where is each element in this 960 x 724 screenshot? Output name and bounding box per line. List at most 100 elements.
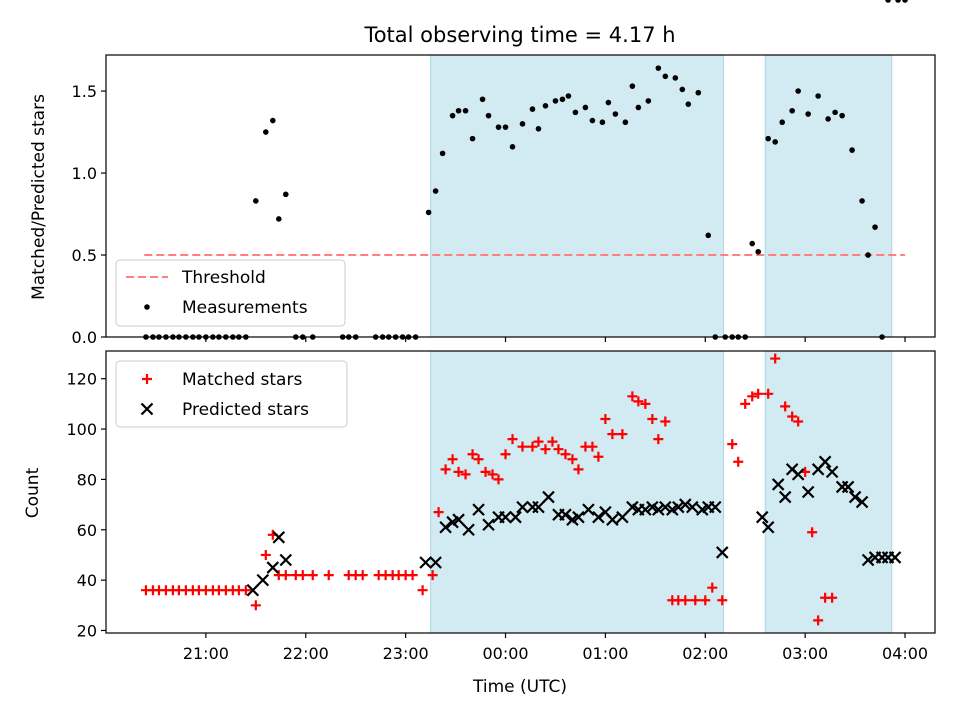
matched-star-point (480, 466, 491, 477)
predicted-star-point (532, 500, 545, 514)
top-axes: 0.0 0.5 1.0 1.5 (72, 54, 936, 347)
measurement-point (552, 98, 559, 104)
matched-star-point (607, 429, 618, 440)
legend-predicted-label: Predicted stars (182, 400, 309, 420)
bottom-y-tick-label: 80 (77, 470, 97, 489)
matched-star-point (780, 401, 791, 412)
measurement-point (629, 83, 636, 89)
measurement-point (565, 93, 572, 99)
predicted-star-point (715, 546, 729, 559)
bottom-x-tick-label: 02:00 (682, 644, 728, 663)
matched-star-point (813, 615, 824, 626)
bottom-x-tick-label: 23:00 (383, 644, 429, 663)
matched-star-point (747, 391, 758, 402)
x-axis-label: Time (UTC) (472, 677, 567, 697)
predicted-star-point (791, 468, 805, 481)
measurement-point (605, 99, 612, 106)
measurement-point (572, 109, 579, 116)
legend-measurement-swatch (144, 304, 150, 310)
measurement-point (765, 135, 772, 142)
predicted-star-point (825, 465, 839, 479)
matched-star-point (827, 592, 838, 603)
matched-star-point (417, 585, 428, 596)
legend-matched-swatch (142, 374, 152, 384)
matched-star-point (763, 388, 774, 399)
top-legend: Threshold Measurements (115, 259, 346, 327)
predicted-star-point (499, 510, 512, 524)
measurement-point (612, 111, 619, 117)
predicted-star-point (266, 561, 280, 574)
top-y-tick-label: 1.0 (72, 164, 97, 183)
measurement-point (263, 129, 269, 135)
measurement-point (462, 107, 469, 114)
measurement-point (432, 188, 439, 194)
predicted-star-point (708, 500, 722, 514)
bottom-x-tick-label: 04:00 (882, 644, 928, 663)
measurement-point (455, 107, 462, 114)
measurement-point (825, 116, 831, 122)
matched-star-point (453, 466, 464, 477)
matched-star-point (647, 413, 658, 424)
top-y-tick-label: 1.5 (72, 82, 97, 101)
matched-star-point (680, 595, 691, 606)
measurement-point (645, 98, 652, 104)
matched-star-point (707, 582, 718, 593)
matched-star-point (427, 570, 438, 581)
measurement-point (885, 0, 891, 3)
measurement-point (685, 101, 692, 107)
matched-star-point (793, 416, 804, 427)
predicted-star-point (516, 500, 529, 514)
predicted-star-point (761, 520, 775, 534)
top-y-tick-label: 0.0 (72, 328, 97, 347)
predicted-star-point (462, 523, 475, 537)
predicted-star-point (429, 556, 442, 569)
legend-measurements-label: Measurements (182, 298, 308, 318)
matched-star-point (560, 449, 571, 460)
predicted-star-point (592, 510, 605, 524)
bottom-y-tick-label: 120 (66, 370, 97, 389)
matched-star-point (553, 444, 564, 455)
predicted-star-point (652, 503, 665, 516)
matched-star-point (357, 570, 368, 581)
predicted-star-point (861, 553, 875, 567)
top-y-axis-label: Matched/Predicted stars (29, 94, 49, 300)
measurement-point (469, 135, 476, 142)
predicted-star-point (439, 520, 452, 534)
top-shaded-interval-1 (764, 54, 893, 338)
matched-star-point (753, 388, 764, 399)
matched-star-point (807, 527, 818, 538)
bottom-y-tick-label: 100 (66, 420, 97, 439)
bottom-x-tick-label: 22:00 (283, 644, 329, 663)
predicted-star-point (482, 518, 495, 532)
bottom-legend-box (115, 360, 348, 428)
matched-star-point (487, 469, 498, 480)
predicted-star-point (542, 490, 555, 504)
measurement-point (529, 106, 536, 112)
matched-star-point (440, 464, 451, 475)
predicted-star-point (272, 531, 286, 544)
predicted-star-point (848, 490, 862, 504)
predicted-star-point (616, 510, 629, 524)
bottom-y-tick-label: 20 (77, 621, 97, 640)
measurement-point (535, 125, 542, 132)
bottom-x-tick-label: 21:00 (183, 644, 229, 663)
measurement-point (582, 104, 589, 111)
measurement-point (779, 119, 785, 126)
bottom-x-tick-label: 01:00 (582, 644, 628, 663)
predicted-star-point (582, 503, 595, 516)
measurement-point (672, 75, 679, 81)
bottom-axes-frame (105, 350, 936, 634)
measurement-point (795, 88, 801, 94)
measurement-point (815, 93, 821, 99)
measurement-point (695, 89, 702, 96)
matched-star-point (323, 570, 334, 581)
top-measurement-points (143, 0, 908, 340)
top-axes-frame (105, 54, 936, 338)
measurement-point (495, 124, 502, 130)
measurement-point (425, 209, 432, 216)
measurement-point (749, 240, 756, 247)
matched-star-point (493, 474, 504, 485)
matched-star-point (727, 439, 738, 450)
matched-star-point (573, 464, 584, 475)
predicted-star-point (572, 510, 585, 524)
